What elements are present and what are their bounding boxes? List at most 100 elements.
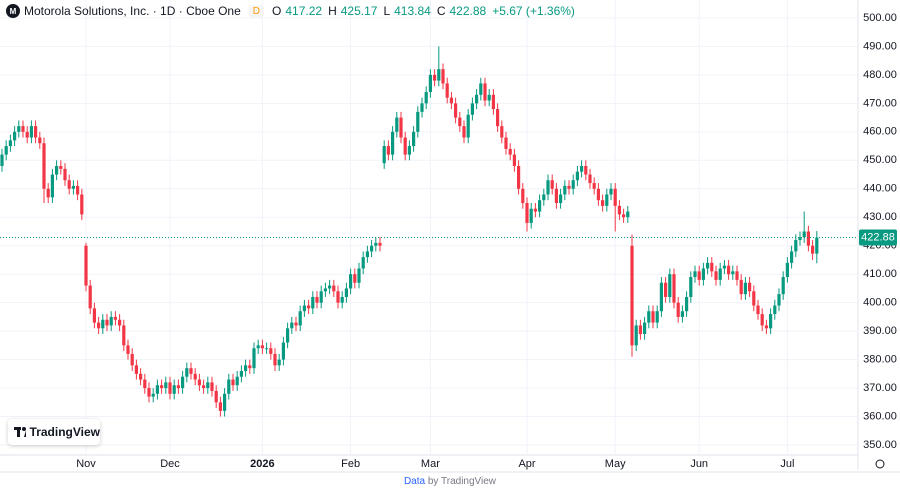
candle-body	[164, 382, 168, 389]
candle-body	[176, 385, 180, 389]
last-price-box	[859, 229, 897, 246]
change: +5.67 (+1.36%)	[492, 4, 575, 18]
candle-body	[113, 316, 117, 320]
candle-body	[315, 296, 319, 303]
candle-body	[722, 265, 726, 269]
candle-body	[21, 126, 25, 132]
candle-body	[588, 174, 592, 184]
candle-body	[563, 185, 567, 195]
candle-body	[638, 325, 642, 334]
candle-body	[458, 117, 462, 127]
settings-icon[interactable]	[875, 459, 885, 469]
footer-text: by TradingView	[427, 476, 497, 487]
candle-body	[71, 185, 75, 189]
y-tick-label: 500.00	[863, 12, 897, 24]
candle-body	[151, 393, 155, 397]
candle-body	[559, 194, 563, 204]
candle-body	[697, 271, 701, 280]
candle-body	[790, 251, 794, 263]
candle-body	[265, 348, 269, 350]
candle-body	[391, 131, 395, 155]
candle-body	[357, 268, 361, 283]
candle-body	[143, 379, 147, 389]
candle-body	[88, 285, 92, 309]
candle-body	[542, 194, 546, 201]
x-tick-label: May	[605, 458, 626, 470]
y-tick-label: 440.00	[863, 183, 897, 195]
candle-body	[777, 294, 781, 306]
candle-body	[210, 382, 214, 391]
candle-body	[101, 319, 105, 329]
x-tick-label: Dec	[160, 458, 180, 470]
candle-body	[302, 305, 306, 312]
logo-icon	[14, 427, 26, 437]
candle-body	[613, 188, 617, 206]
candle-body	[701, 268, 705, 280]
candle-body	[323, 288, 327, 292]
candle-body	[685, 296, 689, 312]
candle-body	[328, 285, 332, 289]
candle-body	[239, 371, 243, 377]
y-tick-label: 390.00	[863, 325, 897, 337]
ohlc-label: C	[436, 4, 446, 18]
y-tick-label: 370.00	[863, 382, 897, 394]
footer: Data by TradingView	[0, 476, 900, 487]
candle-body	[739, 279, 743, 295]
candle-body	[134, 365, 138, 374]
candle-body	[500, 126, 504, 138]
candle-body	[76, 185, 80, 195]
candle-body	[370, 245, 374, 252]
candle-body	[269, 348, 273, 354]
tradingview-logo[interactable]: TradingView	[8, 419, 100, 445]
candle-body	[445, 83, 449, 98]
candle-body	[349, 274, 353, 289]
candle-body	[403, 137, 407, 155]
candle-body	[802, 231, 806, 238]
candle-body	[407, 146, 411, 155]
data-link[interactable]: Data	[403, 476, 426, 487]
candle-body	[378, 242, 382, 246]
candle-body	[126, 345, 130, 354]
ohlc-value: 417.22	[285, 4, 323, 18]
candle-body	[798, 237, 802, 241]
badge[interactable]: D	[248, 4, 265, 18]
candle-body	[714, 271, 718, 280]
candle-body	[231, 379, 235, 386]
candle-body	[487, 94, 491, 101]
x-tick-label: Mar	[421, 458, 440, 470]
candle-body	[466, 114, 470, 138]
candle-body	[769, 314, 773, 329]
candle-body	[298, 311, 302, 326]
y-tick-label: 360.00	[863, 410, 897, 422]
candle-body	[277, 359, 281, 366]
candle-body	[748, 282, 752, 292]
candle-body	[575, 171, 579, 181]
candle-body	[214, 390, 218, 403]
candle-body	[412, 131, 416, 147]
candle-body	[601, 200, 605, 206]
candle-body	[609, 188, 613, 195]
candle-body	[34, 126, 38, 138]
candle-body	[596, 188, 600, 201]
candle-body	[46, 188, 50, 198]
candle-body	[491, 94, 495, 110]
candle-body	[307, 305, 311, 309]
candle-body	[139, 373, 143, 380]
candle-body	[105, 319, 109, 326]
candle-body	[382, 146, 386, 164]
candle-body	[441, 69, 445, 84]
candle-body	[479, 83, 483, 95]
candle-body	[592, 183, 596, 189]
y-tick-label: 460.00	[863, 126, 897, 138]
candle-body	[17, 126, 21, 132]
candle-body	[659, 282, 663, 312]
candle-body	[504, 137, 508, 149]
candle-body	[630, 245, 634, 346]
candle-body	[433, 74, 437, 81]
x-tick-label: Nov	[76, 458, 96, 470]
candle-body	[517, 165, 521, 189]
candle-body	[424, 91, 428, 104]
candle-body	[794, 240, 798, 252]
y-tick-label: 480.00	[863, 69, 897, 81]
candle-body	[97, 322, 101, 329]
